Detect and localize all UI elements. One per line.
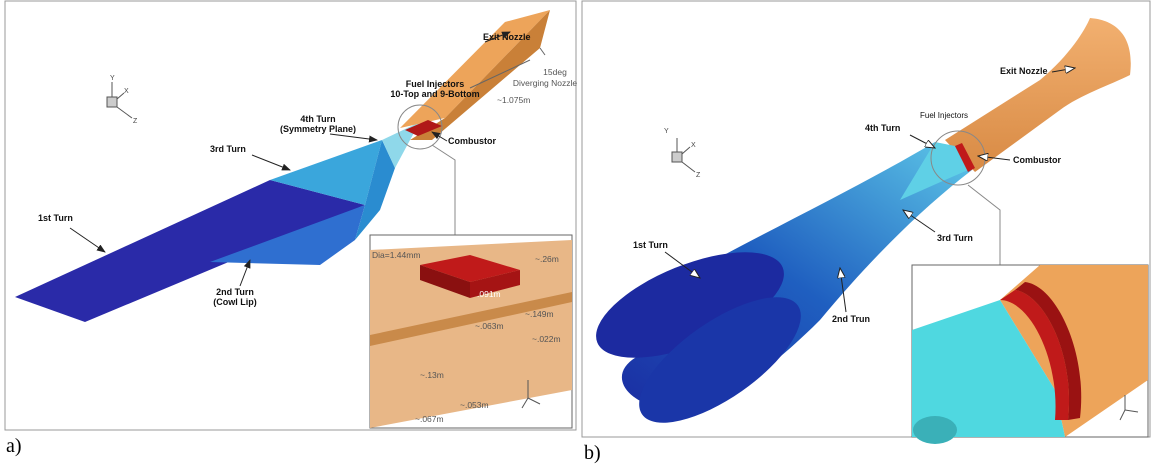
shape: Diverging Nozzle: [513, 78, 578, 88]
panel-label: b): [584, 442, 601, 464]
dimension: Dia=1.44mm: [372, 250, 420, 260]
annotation: Exit Nozzle: [1000, 66, 1048, 76]
axis-label: Y: [664, 128, 669, 135]
panel-label: a): [6, 435, 22, 457]
inset-b: [912, 265, 1148, 444]
shape: Fuel Injectors: [406, 79, 465, 89]
annotation: 3rd Turn: [937, 233, 973, 243]
shape: 2nd Turn: [216, 287, 254, 297]
annotation: Fuel Injectors: [920, 111, 968, 120]
annotation: 2nd Trun: [832, 314, 870, 324]
figure: Exit Nozzle 15degDiverging Nozzle ~1.075…: [0, 0, 1151, 467]
dimension: ~.063m: [475, 321, 504, 331]
panel-b: Exit Nozzle Fuel Injectors 4th Turn Comb…: [582, 1, 1150, 464]
dimension: ~.067m: [415, 414, 444, 424]
axis-label: Y: [110, 75, 115, 82]
annotation: 3rd Turn: [210, 144, 246, 154]
dimension: ~.022m: [532, 334, 561, 344]
annotation: 1st Turn: [38, 213, 73, 223]
axis-label: X: [691, 142, 696, 149]
dimension: ~.13m: [420, 370, 444, 380]
annotation: ~1.075m: [497, 95, 530, 105]
shape: [107, 97, 117, 107]
shape: 4th Turn: [300, 114, 335, 124]
axis-label: Z: [133, 118, 138, 125]
shape: [913, 416, 957, 444]
shape: [672, 152, 682, 162]
dimension: .091m: [477, 289, 501, 299]
annotation: 2nd Turn(Cowl Lip): [213, 287, 257, 307]
inset-a: Dia=1.44mm ~.26m .091m ~.149m ~.063m ~.0…: [370, 235, 572, 428]
dimension: ~.149m: [525, 309, 554, 319]
annotation: 4th Turn: [865, 123, 900, 133]
page: Exit Nozzle 15degDiverging Nozzle ~1.075…: [0, 0, 1151, 467]
annotation: 1st Turn: [633, 240, 668, 250]
shape: (Cowl Lip): [213, 297, 257, 307]
axis-label: X: [124, 88, 129, 95]
shape: (Symmetry Plane): [280, 124, 356, 134]
dimension: ~.26m: [535, 254, 559, 264]
dimension: ~.053m: [460, 400, 489, 410]
annotation: Combustor: [1013, 155, 1061, 165]
shape: 15deg: [543, 67, 567, 77]
axis-label: Z: [696, 172, 701, 179]
shape: 10-Top and 9-Bottom: [390, 89, 479, 99]
annotation: Combustor: [448, 136, 496, 146]
